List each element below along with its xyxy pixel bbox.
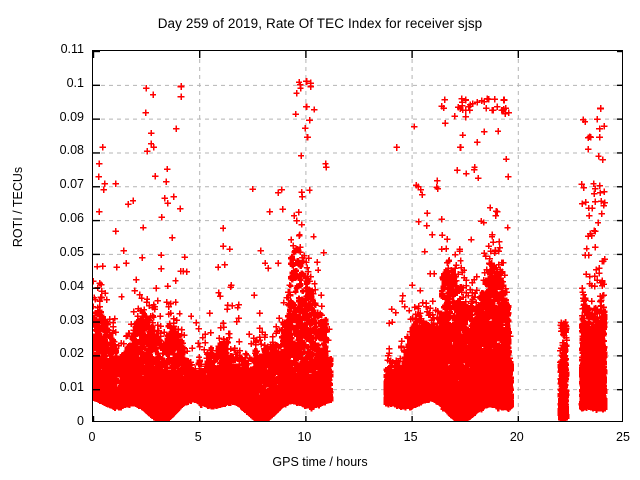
x-axis-title: GPS time / hours bbox=[0, 455, 640, 469]
chart-title: Day 259 of 2019, Rate Of TEC Index for r… bbox=[0, 16, 640, 31]
x-tick-label: 5 bbox=[168, 430, 228, 444]
y-tick-label: 0.08 bbox=[14, 143, 84, 157]
x-tick-label: 15 bbox=[381, 430, 441, 444]
y-tick-label: 0.01 bbox=[14, 380, 84, 394]
y-tick-label: 0.1 bbox=[14, 76, 84, 90]
y-tick-label: 0.11 bbox=[14, 42, 84, 56]
y-tick-label: 0.05 bbox=[14, 245, 84, 259]
x-tick-label: 25 bbox=[593, 430, 640, 444]
y-tick-label: 0.06 bbox=[14, 211, 84, 225]
y-tick-label: 0.03 bbox=[14, 313, 84, 327]
y-tick-label: 0 bbox=[14, 414, 84, 428]
y-tick-label: 0.04 bbox=[14, 279, 84, 293]
x-tick-label: 0 bbox=[62, 430, 122, 444]
y-tick-label: 0.07 bbox=[14, 177, 84, 191]
y-tick-label: 0.02 bbox=[14, 346, 84, 360]
y-tick-label: 0.09 bbox=[14, 110, 84, 124]
x-tick-label: 10 bbox=[274, 430, 334, 444]
plot-area bbox=[92, 50, 623, 422]
x-tick-label: 20 bbox=[487, 430, 547, 444]
axis-ticks bbox=[93, 51, 623, 422]
